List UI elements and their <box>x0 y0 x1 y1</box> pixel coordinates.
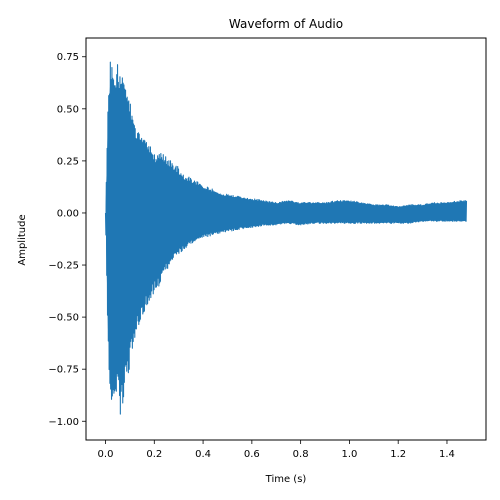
x-axis: 0.0 0.2 0.4 0.6 0.8 1.0 1.2 1.4 <box>98 440 455 460</box>
x-tick-label: 1.2 <box>390 449 406 460</box>
y-tick-label: 0.00 <box>57 208 79 219</box>
y-tick-label: 0.75 <box>57 52 79 63</box>
waveform-series-0 <box>104 61 468 415</box>
x-tick-label: 1.4 <box>439 449 455 460</box>
x-tick-label: 0.8 <box>293 449 309 460</box>
plot-area <box>104 61 468 415</box>
y-axis-label: Amplitude <box>17 214 28 265</box>
y-tick-label: 0.50 <box>57 104 79 115</box>
y-tick-label: −0.25 <box>48 261 79 272</box>
x-tick-label: 1.0 <box>341 449 357 460</box>
x-tick-label: 0.4 <box>195 449 211 460</box>
y-tick-label: 0.25 <box>57 156 79 167</box>
plot-frame <box>85 37 487 441</box>
x-tick-label: 0.0 <box>98 449 114 460</box>
y-tick-label: −0.75 <box>48 365 79 376</box>
x-tick-label: 0.2 <box>146 449 162 460</box>
y-axis: 0.75 0.50 0.25 0.00 −0.25 −0.50 −0.75 −1.00 <box>48 52 86 428</box>
x-axis-label: Time (s) <box>265 474 307 485</box>
y-tick-label: −1.00 <box>48 417 79 428</box>
x-tick-label: 0.6 <box>244 449 260 460</box>
chart-title: Waveform of Audio <box>229 17 343 31</box>
y-tick-label: −0.50 <box>48 313 79 324</box>
